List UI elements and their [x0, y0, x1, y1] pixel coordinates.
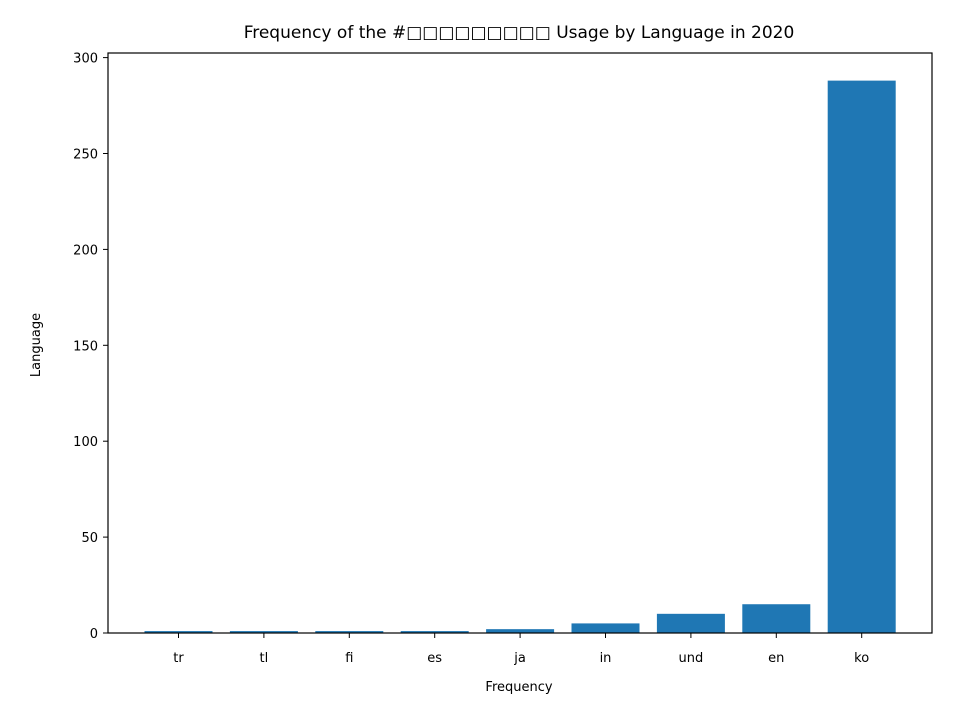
y-axis-ticks: 0 50 100 150 200 250 300: [73, 52, 108, 642]
bar-es: [400, 631, 469, 633]
bar-in: [571, 623, 640, 633]
x-tick-label: und: [679, 651, 704, 666]
y-axis-label: Language: [29, 313, 44, 377]
x-tick-label: fi: [345, 651, 353, 666]
bar-ko: [827, 80, 896, 634]
y-tick-label: 50: [81, 531, 98, 546]
plot-border: [107, 52, 933, 634]
y-tick-label: 0: [90, 627, 98, 642]
x-tick-label: en: [768, 651, 784, 666]
bar-ja: [486, 629, 555, 633]
bar-en: [742, 604, 811, 633]
chart-title: Frequency of the #□□□□□□□□□ Usage by Lan…: [244, 23, 795, 43]
x-tick-label: in: [600, 651, 612, 666]
y-tick-label: 100: [73, 435, 98, 450]
y-tick-label: 250: [73, 148, 98, 163]
y-tick-label: 200: [73, 243, 98, 258]
bar-series: [144, 80, 896, 634]
bar-und: [656, 613, 725, 633]
bar-tl: [229, 631, 298, 633]
x-tick-label: ko: [854, 651, 869, 666]
x-tick-label: tr: [173, 651, 184, 666]
x-axis-ticks: tr tl fi es ja in und en ko: [173, 633, 869, 666]
plot-area: [108, 53, 932, 633]
bar-fi: [315, 631, 384, 633]
bar-tr: [144, 631, 213, 633]
x-tick-label: tl: [260, 651, 269, 666]
x-tick-label: ja: [513, 651, 526, 666]
y-tick-label: 150: [73, 339, 98, 354]
x-tick-label: es: [427, 651, 442, 666]
x-axis-label: Frequency: [485, 680, 552, 695]
y-tick-label: 300: [73, 52, 98, 67]
